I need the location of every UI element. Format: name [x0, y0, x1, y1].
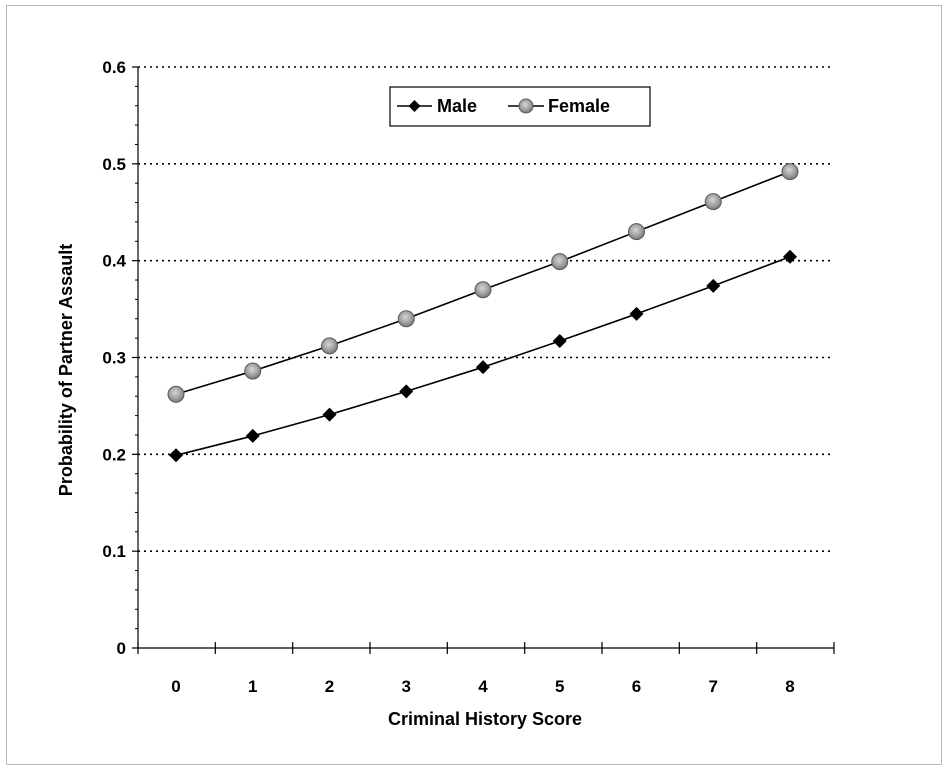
- x-axis-title: Criminal History Score: [388, 709, 582, 729]
- male-point: [552, 334, 567, 349]
- y-tick-label: 0.3: [102, 349, 126, 368]
- x-tick-label: 5: [555, 677, 564, 696]
- y-tick-label: 0.6: [102, 58, 126, 77]
- x-tick-label: 8: [785, 677, 794, 696]
- gridlines: [138, 66, 834, 552]
- y-tick-label: 0.1: [102, 542, 126, 561]
- y-tick-label: 0.5: [102, 155, 126, 174]
- female-point: [628, 223, 645, 241]
- female-point: [551, 253, 569, 271]
- female-point: [781, 163, 799, 181]
- female-point: [244, 362, 262, 380]
- y-tick-label: 0: [117, 639, 126, 658]
- x-tick-label: 1: [248, 677, 257, 696]
- male-point: [322, 407, 337, 422]
- female-point: [167, 385, 185, 403]
- male-point: [629, 306, 644, 321]
- male-point: [783, 249, 797, 264]
- female-point: [704, 193, 722, 211]
- legend-male-marker: [408, 100, 421, 112]
- series: [167, 163, 799, 463]
- y-axis-title: Probability of Partner Assault: [56, 244, 76, 496]
- female-point: [474, 281, 492, 299]
- chart-frame: [6, 5, 942, 765]
- legend-female-label: Female: [548, 96, 610, 116]
- male-point: [706, 278, 721, 293]
- x-tick-label: 7: [709, 677, 718, 696]
- male-point: [245, 428, 260, 443]
- legend-male-label: Male: [437, 96, 477, 116]
- y-tick-label: 0.2: [102, 445, 126, 464]
- x-tick-label: 2: [325, 677, 334, 696]
- male-point: [169, 448, 183, 463]
- axes: 0 0.1 0.2 0.3 0.4 0.5 0.6 0 1 2 3 4 5 6 7 8: [102, 58, 835, 696]
- x-tick-label: 6: [632, 677, 641, 696]
- legend: Male Female: [389, 86, 651, 127]
- female-point: [321, 337, 338, 355]
- legend-female-marker: [518, 98, 534, 114]
- x-tick-label: 0: [171, 677, 180, 696]
- female-point: [397, 310, 415, 328]
- x-tick-label: 4: [478, 677, 488, 696]
- x-tick-label: 3: [402, 677, 411, 696]
- y-tick-label: 0.4: [102, 252, 126, 271]
- male-point: [399, 384, 414, 399]
- male-point: [476, 360, 490, 375]
